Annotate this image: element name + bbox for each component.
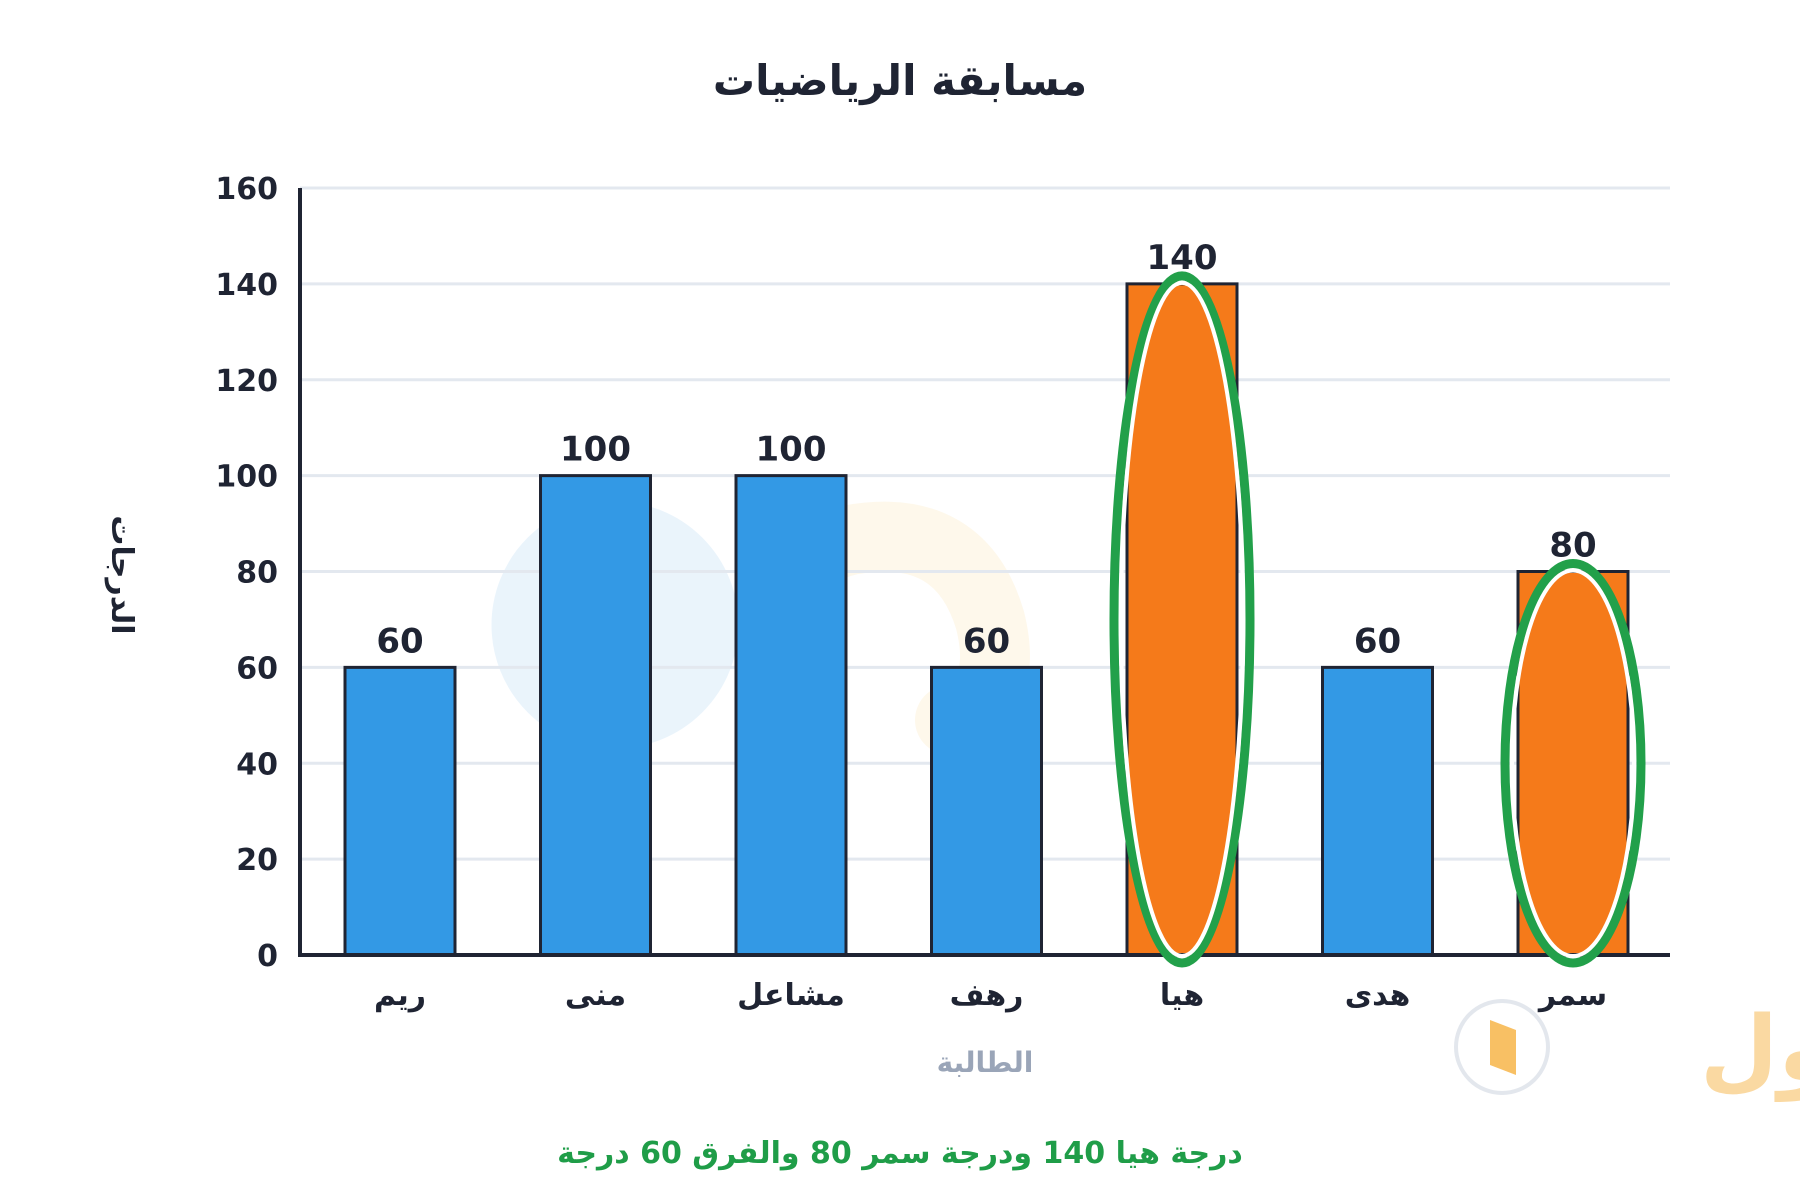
bar-6 bbox=[1321, 665, 1434, 957]
data-label: 60 bbox=[376, 621, 423, 661]
data-label: 100 bbox=[560, 430, 631, 470]
x-category-label: هدى bbox=[1345, 978, 1411, 1013]
x-axis-categories: ريم منى مشاعل رهف هيا هدى سمر bbox=[374, 978, 1607, 1013]
data-labels: 60 100 100 60 140 60 80 bbox=[376, 238, 1596, 662]
bar-1 bbox=[343, 665, 457, 957]
highlight-ring-inner bbox=[1119, 280, 1245, 958]
bar-3 bbox=[734, 474, 848, 957]
highlight-ring bbox=[1109, 271, 1255, 968]
x-axis-title: الطالبة bbox=[937, 1046, 1034, 1079]
x-category-label: منى bbox=[565, 978, 626, 1013]
logo-book-icon bbox=[1490, 1020, 1516, 1075]
chart-title: مسابقة الرياضيات bbox=[713, 56, 1087, 106]
y-tick-label: 80 bbox=[236, 556, 278, 591]
data-label: 60 bbox=[1354, 621, 1401, 661]
logo-text: حلول bbox=[1700, 997, 1800, 1102]
x-category-label: مشاعل bbox=[737, 978, 845, 1013]
bar-5 bbox=[1125, 282, 1239, 957]
y-tick-label: 120 bbox=[215, 364, 278, 399]
x-category-label: هيا bbox=[1160, 978, 1204, 1013]
footnote-text: درجة هيا 140 ودرجة سمر 80 والفرق 60 درجة bbox=[557, 1136, 1243, 1171]
y-tick-label: 160 bbox=[215, 172, 278, 207]
highlight-rings bbox=[1109, 271, 1646, 968]
y-axis-ticks: 0 20 40 60 80 100 120 140 160 bbox=[215, 172, 278, 974]
data-label: 60 bbox=[963, 621, 1010, 661]
logo: حلول bbox=[1454, 997, 1800, 1102]
y-tick-label: 100 bbox=[215, 460, 278, 495]
data-label: 100 bbox=[756, 430, 827, 470]
bar-4 bbox=[930, 665, 1043, 957]
x-category-label: ريم bbox=[374, 978, 426, 1013]
y-tick-label: 20 bbox=[236, 843, 278, 878]
x-category-label: سمر bbox=[1537, 978, 1607, 1013]
y-tick-label: 0 bbox=[257, 939, 278, 974]
y-axis-title: الدرجات bbox=[104, 515, 139, 634]
bar-7 bbox=[1516, 570, 1630, 957]
bar-2 bbox=[539, 474, 652, 957]
y-tick-label: 140 bbox=[215, 268, 278, 303]
highlight-ring bbox=[1500, 559, 1646, 968]
data-label: 140 bbox=[1147, 238, 1218, 278]
y-tick-label: 60 bbox=[236, 651, 278, 686]
data-label: 80 bbox=[1549, 526, 1596, 566]
x-category-label: رهف bbox=[950, 978, 1024, 1013]
y-tick-label: 40 bbox=[236, 747, 278, 782]
highlight-ring-inner bbox=[1510, 568, 1636, 958]
